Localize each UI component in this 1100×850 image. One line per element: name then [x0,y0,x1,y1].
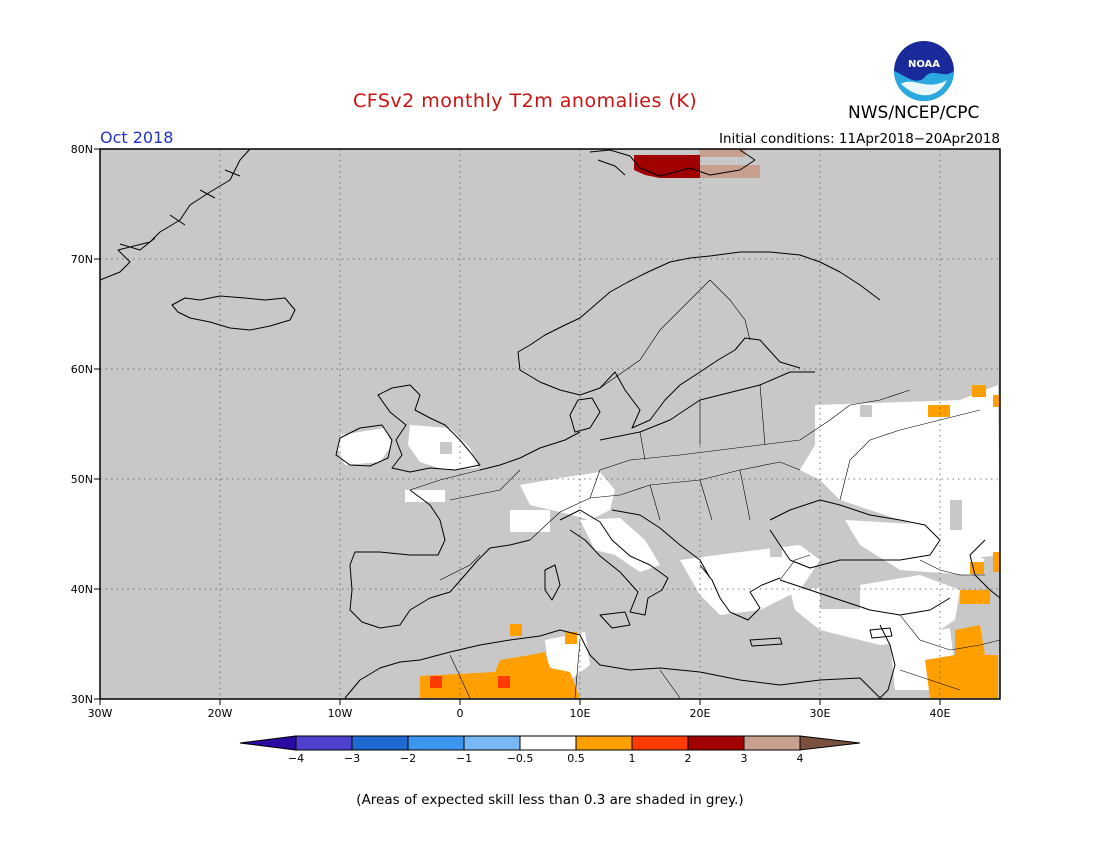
neutral-region-ireland [338,428,392,465]
colorbar [239,735,861,751]
neutral-region-italy [580,518,660,572]
anatolia-coast [779,579,951,616]
skill-footnote: (Areas of expected skill less than 0.3 a… [356,792,744,808]
lat-tick-label: 60N [71,363,93,376]
britain-coast [377,384,481,473]
norway-coast [517,251,881,371]
colorbar-arrow-low [239,735,297,751]
colorbar-segment [519,735,577,751]
lon-tick-label: 20E [690,707,711,720]
axis-ticks [94,148,941,705]
lat-labels: 80N 70N 60N 50N 40N 30N [71,143,93,706]
iceland-coast [171,295,296,331]
colorbar-label: 3 [741,752,748,765]
chart-title: CFSv2 monthly T2m anomalies (K) [353,90,698,112]
coastlines [99,148,1001,699]
denmark-coast [569,397,601,433]
lon-tick-label: 30E [810,707,831,720]
colorbar-segment [351,735,409,751]
cyprus-coast [869,627,893,639]
gridlines [100,149,1000,699]
neutral-region-black-sea-east [845,520,985,575]
adriatic-coast [611,509,711,579]
lat-tick-label: 30N [71,693,93,706]
north-africa-coast [344,629,881,699]
logo-text: NOAA [908,59,940,70]
neutral-region-alps [520,472,615,520]
lon-tick-label: 10W [328,707,353,720]
lat-tick-label: 50N [71,473,93,486]
agency-label: NWS/NCEP/CPC [848,103,980,123]
lon-labels: 30W 20W 10W 0 10E 20E 30E 40E [88,707,951,720]
warm-region-caucasus-edge [993,552,1000,572]
noaa-logo: NOAA [894,41,954,101]
neutral-region-france [405,490,445,502]
warm-region-russia-east [928,405,950,417]
colorbar-label: −0.5 [507,752,534,765]
lon-tick-label: 20W [208,707,233,720]
warm-region-caspian [960,590,990,604]
warm-anomaly-regions [420,385,1000,698]
biscay-coast [349,489,531,629]
levant-coast [879,624,896,699]
lat-tick-label: 70N [71,253,93,266]
sicily-coast [599,611,631,629]
map-frame [99,148,1001,700]
neutral-region-tunisia [545,632,590,680]
colorbar-label: 1 [629,752,636,765]
country-borders [409,279,1001,699]
sardinia-coast [544,564,561,601]
italy-coast [559,509,669,616]
crete-coast [749,637,783,647]
north-sea-coast [479,431,581,471]
colorbar-label: 2 [685,752,692,765]
neutral-region-balkans [680,545,820,615]
colorbar-segment [743,735,801,751]
greece-coast [699,564,781,621]
colorbar-segment [407,735,465,751]
colorbar-label: −4 [288,752,304,765]
baltic-coast [599,371,815,441]
lon-tick-label: 30W [88,707,113,720]
warm-region-algeria-north [510,624,522,636]
colorbar-label: −3 [344,752,360,765]
greenland-coast [99,148,251,281]
neutral-region-france-south [510,510,550,532]
initial-conditions-label: Initial conditions: 11Apr2018−20Apr2018 [718,131,1000,147]
warm-region-russia-edge [993,395,1000,407]
colorbar-labels: −4 −3 −2 −1 −0.5 0.5 1 2 3 4 [288,752,804,765]
colorbar-arrow-high [799,735,861,751]
hot-anomaly-regions [430,676,510,688]
lon-tick-label: 0 [457,707,464,720]
warm-region-algeria [420,652,580,698]
scandinavia-south-coast [519,337,801,429]
colorbar-label: 4 [797,752,804,765]
lat-tick-label: 80N [71,143,93,156]
valid-month-label: Oct 2018 [100,128,174,147]
lon-tick-label: 40E [930,707,951,720]
colorbar-label: −2 [400,752,416,765]
warm-region-middle-east [925,625,998,698]
colorbar-label: −1 [456,752,472,765]
colorbar-segment [463,735,521,751]
greenland-coast-detail [119,169,241,251]
lon-tick-label: 10E [570,707,591,720]
lat-tick-label: 40N [71,583,93,596]
black-sea-coast [769,499,941,569]
ireland-coast [335,424,393,467]
svalbard-coast [589,149,756,177]
colorbar-segment [687,735,745,751]
colorbar-segment [295,735,353,751]
svalbard-extreme-anomaly-north [700,149,745,157]
warm-region-tunisia [565,632,577,644]
warm-region-russia-north [972,385,986,397]
colorbar-segment [575,735,633,751]
colorbar-segment [631,735,689,751]
colorbar-label: 0.5 [567,752,585,765]
